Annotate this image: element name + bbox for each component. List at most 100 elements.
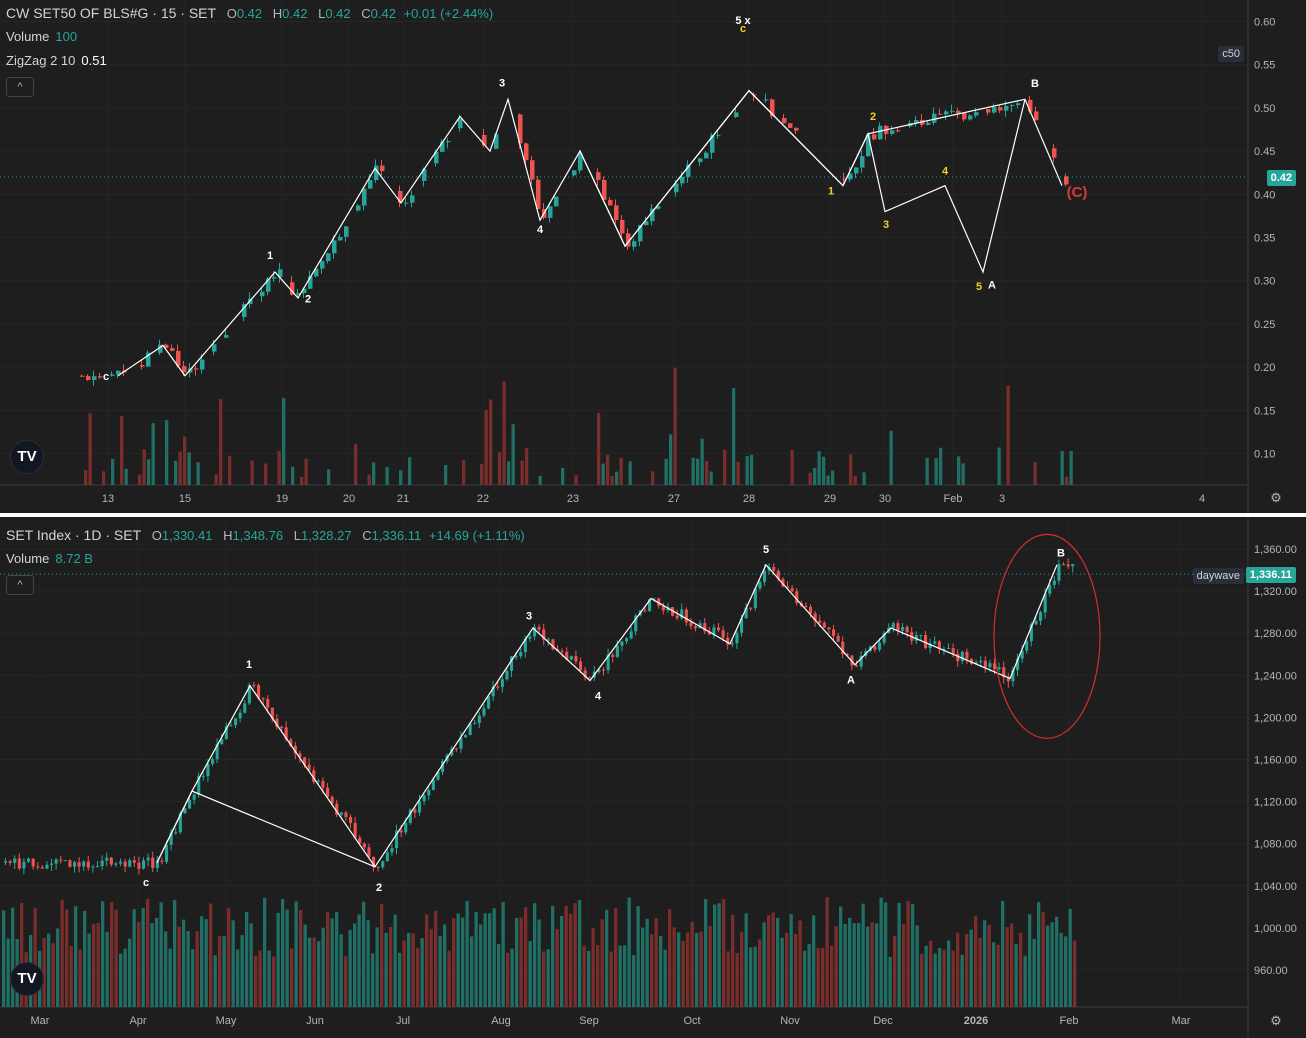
volume-bar: [510, 948, 514, 1007]
logo-text: TV: [17, 970, 37, 987]
wave-label: c: [740, 23, 746, 35]
candle-body: [721, 630, 725, 638]
volume-bar: [88, 413, 92, 485]
candle-body: [362, 188, 367, 206]
price-tick-label: 0.10: [1254, 449, 1275, 461]
c50-tag: c50: [1218, 46, 1244, 62]
candle-body: [860, 156, 865, 168]
candle-body: [983, 660, 987, 668]
volume-legend[interactable]: Volume 100: [6, 29, 77, 44]
volume-bar: [183, 436, 187, 485]
candle-body: [368, 180, 373, 189]
candle-body: [528, 636, 532, 639]
volume-bar: [264, 463, 268, 485]
volume-bar: [965, 933, 969, 1007]
chart-pane-warrant[interactable]: 0.10 0.15 0.20 0.25 0.30 0.35 0.40 0.45 0.50 0.55…: [0, 0, 1306, 513]
candle-body: [330, 797, 334, 804]
volume-bar: [813, 467, 817, 485]
volume-bar: [182, 919, 186, 1007]
volume-legend[interactable]: Volume 8.72 B: [6, 551, 93, 566]
candle-body: [82, 861, 86, 867]
daywave-tag: daywave: [1192, 568, 1244, 584]
candle-body: [164, 344, 169, 349]
volume-bar: [870, 922, 874, 1007]
volume-bar: [498, 452, 502, 485]
last-price-badge: 1,336.11: [1245, 567, 1296, 583]
volume-bar: [96, 922, 100, 1007]
zigzag-legend[interactable]: ZigZag 2 10 0.51: [6, 53, 107, 68]
volume-bar: [938, 947, 942, 1007]
warrant-title[interactable]: CW SET50 OF BLS#G · 15 · SET: [6, 5, 217, 21]
candle-body: [734, 112, 739, 117]
candle-body: [376, 866, 380, 868]
pane-divider[interactable]: [0, 513, 1306, 517]
volume-bar: [214, 474, 218, 485]
candle-body: [1028, 99, 1033, 112]
time-tick-label: Jul: [396, 1015, 410, 1027]
collapse-legend-button[interactable]: ^: [6, 77, 34, 97]
volume-bar: [389, 927, 393, 1007]
candle-body: [17, 858, 21, 869]
candle-body: [781, 578, 785, 587]
time-tick-label: 23: [567, 493, 579, 505]
candle-body: [491, 686, 495, 697]
volume-bar: [587, 950, 591, 1007]
volume-bar: [299, 909, 303, 1007]
volume-bar: [291, 466, 295, 485]
volume-bar: [538, 475, 542, 485]
candle-body: [644, 221, 649, 226]
volume-bar: [672, 927, 676, 1007]
candle-body: [284, 727, 288, 740]
volume-label: Volume: [6, 29, 50, 44]
wave-label: c: [103, 371, 109, 383]
gear-icon[interactable]: ⚙: [1270, 1013, 1282, 1028]
volume-bar: [1037, 902, 1041, 1007]
candle-body: [381, 861, 385, 868]
volume-bar: [849, 454, 853, 485]
candle-body: [764, 99, 769, 101]
time-tick-label: Mar: [31, 1015, 50, 1027]
chart-pane-set-index[interactable]: 960.00 1,000.00 1,040.00 1,080.00 1,120.00 1,…: [0, 517, 1306, 1038]
price-tick-label: 1,240.00: [1254, 670, 1297, 682]
volume-bar: [218, 936, 222, 1007]
volume-bar: [479, 924, 483, 1007]
candle-body: [358, 837, 362, 844]
volume-bar: [978, 937, 982, 1007]
candle-body: [657, 598, 661, 606]
gear-icon[interactable]: ⚙: [1270, 490, 1282, 505]
zigzag-label: ZigZag 2 10: [6, 53, 76, 68]
candle-body: [634, 615, 638, 632]
candle-body: [758, 581, 762, 589]
volume-bar: [920, 953, 924, 1007]
high-value: 0.42: [282, 6, 308, 21]
volume-bar: [709, 471, 713, 485]
volume-bar: [947, 940, 951, 1007]
volume-bar: [119, 953, 123, 1007]
candle-body: [91, 866, 95, 868]
time-tick-label: 3: [999, 493, 1005, 505]
candle-body: [1052, 148, 1057, 158]
candle-body: [712, 627, 716, 635]
volume-bar: [690, 922, 694, 1007]
candle-body: [970, 658, 974, 664]
set-title[interactable]: SET Index · 1D · SET: [6, 527, 142, 543]
candle-body: [278, 269, 283, 278]
volume-bar: [969, 929, 973, 1007]
tradingview-logo-icon[interactable]: TV: [10, 962, 44, 996]
volume-bar: [312, 937, 316, 1007]
volume-bar: [47, 933, 51, 1007]
candle-body: [54, 859, 58, 864]
volume-bar: [1010, 923, 1014, 1007]
tradingview-logo-icon[interactable]: TV: [10, 440, 44, 474]
volume-bar: [884, 902, 888, 1007]
volume-bar: [740, 932, 744, 1007]
volume-bar: [142, 449, 146, 485]
volume-bar: [300, 476, 304, 485]
volume-bar: [686, 932, 690, 1007]
collapse-legend-button[interactable]: ^: [6, 575, 34, 595]
volume-bar: [717, 903, 721, 1007]
set-index-chart-svg[interactable]: 960.00 1,000.00 1,040.00 1,080.00 1,120.00 1,…: [0, 517, 1306, 1038]
warrant-chart-svg[interactable]: 0.10 0.15 0.20 0.25 0.30 0.35 0.40 0.45 0.50 0.55…: [0, 0, 1306, 513]
candle-body: [896, 623, 900, 631]
volume-bar: [957, 456, 961, 485]
